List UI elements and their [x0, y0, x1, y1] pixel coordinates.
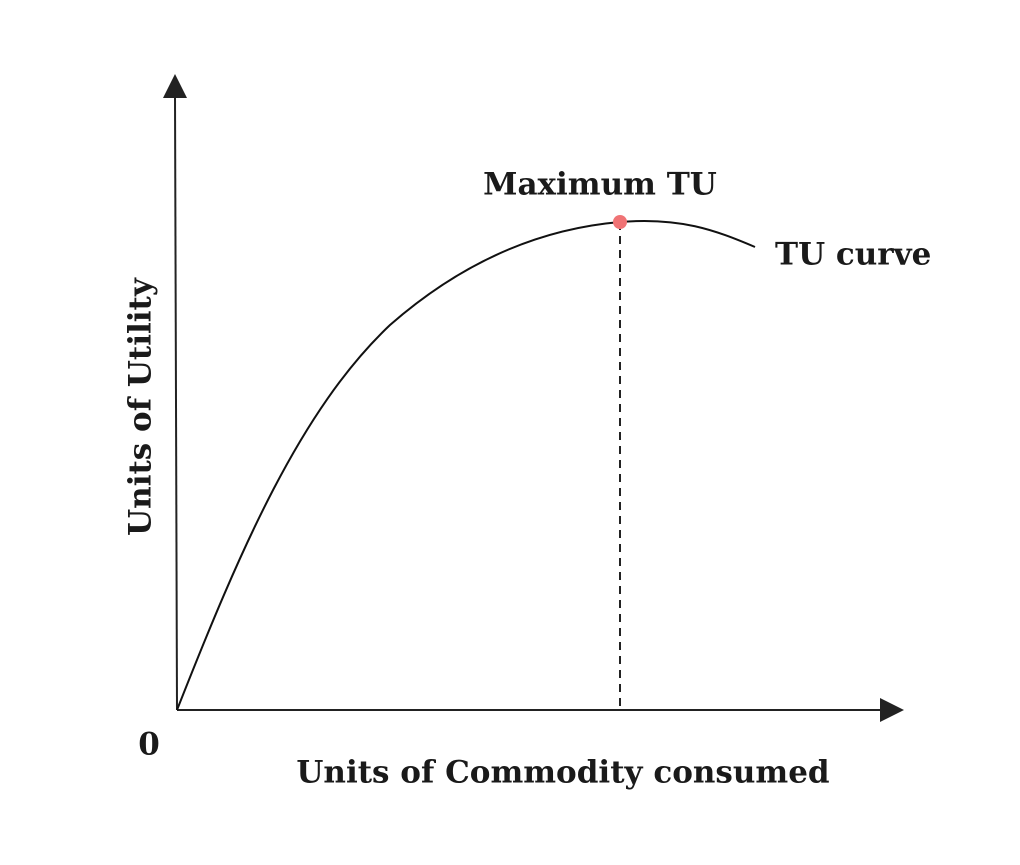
x-axis-arrow: [880, 698, 904, 722]
origin-label: 0: [138, 727, 160, 763]
y-axis-arrow: [163, 74, 187, 98]
x-axis-label: Units of Commodity consumed: [296, 755, 829, 791]
curve-label: TU curve: [775, 237, 931, 273]
peak-label: Maximum TU: [483, 167, 717, 203]
y-axis: [174, 95, 178, 711]
y-axis-label: Units of Utility: [123, 277, 159, 536]
peak-point: [613, 215, 627, 229]
tu-curve: [176, 219, 756, 711]
